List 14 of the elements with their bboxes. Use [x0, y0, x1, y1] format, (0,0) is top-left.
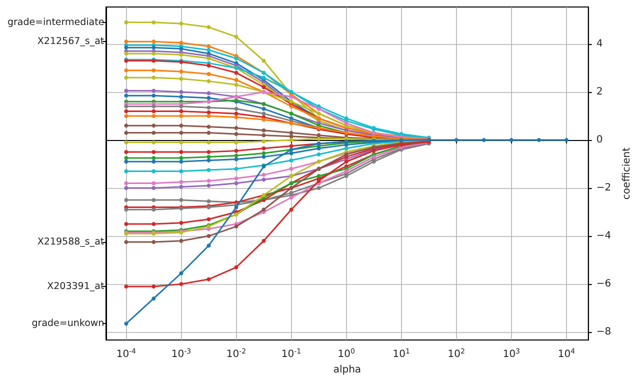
- y-tick-label: 4: [596, 38, 603, 50]
- x-axis-title: alpha: [333, 364, 362, 376]
- y-tick-label: −2: [596, 182, 612, 194]
- text: grade=unkown: [32, 318, 104, 330]
- text: X219588_s_at: [37, 236, 104, 248]
- y-axis-title: coefficient: [622, 147, 632, 200]
- text: X203391_at: [47, 280, 104, 292]
- y-tick-label: −4: [596, 230, 612, 242]
- text: grade=intermediate: [7, 16, 104, 28]
- y-tick-label: −8: [596, 326, 612, 338]
- y-tick-label: −6: [596, 278, 612, 290]
- y-tick-label: 0: [596, 134, 603, 146]
- text: X212567_s_at: [37, 36, 104, 48]
- y-tick-label: 2: [596, 86, 603, 98]
